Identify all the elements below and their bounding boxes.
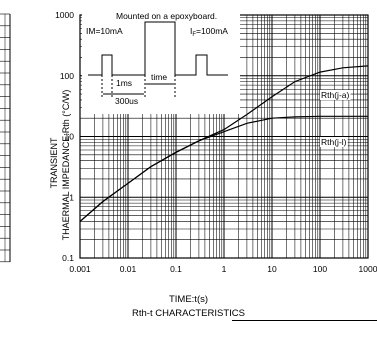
x-tick-label: 100 [313, 264, 327, 274]
y-tick-label: 0.1 [62, 253, 74, 263]
y-tick-label: 100 [60, 71, 74, 81]
neighbor-figure-edge [0, 13, 11, 263]
x-tick-label: 0.001 [69, 264, 91, 274]
inset-background [82, 10, 240, 114]
chart-title: Rth-t CHARACTERISTICS [132, 308, 245, 319]
y-tick-label: 1 [69, 192, 74, 202]
x-axis-label: TIME:t(s) [168, 294, 209, 305]
x-tick-label: 0.1 [170, 264, 182, 274]
inset-time-label: time [151, 72, 167, 82]
x-tick-label: 10 [267, 264, 277, 274]
y-tick-labels: 0.1 1 10 100 1000 [55, 10, 74, 263]
series-label-rth-ja: Rth(j-a) [321, 90, 350, 100]
y-tick-label: 1000 [55, 10, 74, 20]
inset-if-label: IF=100mA [190, 26, 228, 38]
series-label-background [320, 137, 348, 147]
y-tick-label: 10 [65, 132, 75, 142]
y-axis-label-line1: TRANSIENT [49, 137, 59, 189]
x-tick-labels: 0.001 0.01 0.1 1 10 100 1000 [69, 264, 377, 274]
series-label-rth-jl: Rth(j-l) [321, 137, 347, 147]
x-tick-label: 1000 [359, 264, 377, 274]
x-tick-label: 0.01 [120, 264, 137, 274]
inset-ms-label: 1ms [116, 78, 132, 88]
inset-period-label: 300us [115, 96, 138, 106]
inset-im-label: IM=10mA [86, 26, 123, 36]
inset-title: Mounted on a epoxyboard. [116, 11, 217, 21]
series-line-rth-jl [79, 115, 368, 222]
y-axis-label-line2: THAERMAL IMPEDANCE:Rth (°C/W) [61, 90, 71, 241]
series-lines [79, 65, 369, 222]
x-tick-label: 1 [222, 264, 227, 274]
pulse-inset: Mounted on a epoxyboard. IM=10mA IF=100m… [82, 10, 240, 114]
series-label-background [320, 90, 351, 100]
pulse-waveform [88, 21, 228, 76]
bottom-edge-line [232, 320, 377, 321]
